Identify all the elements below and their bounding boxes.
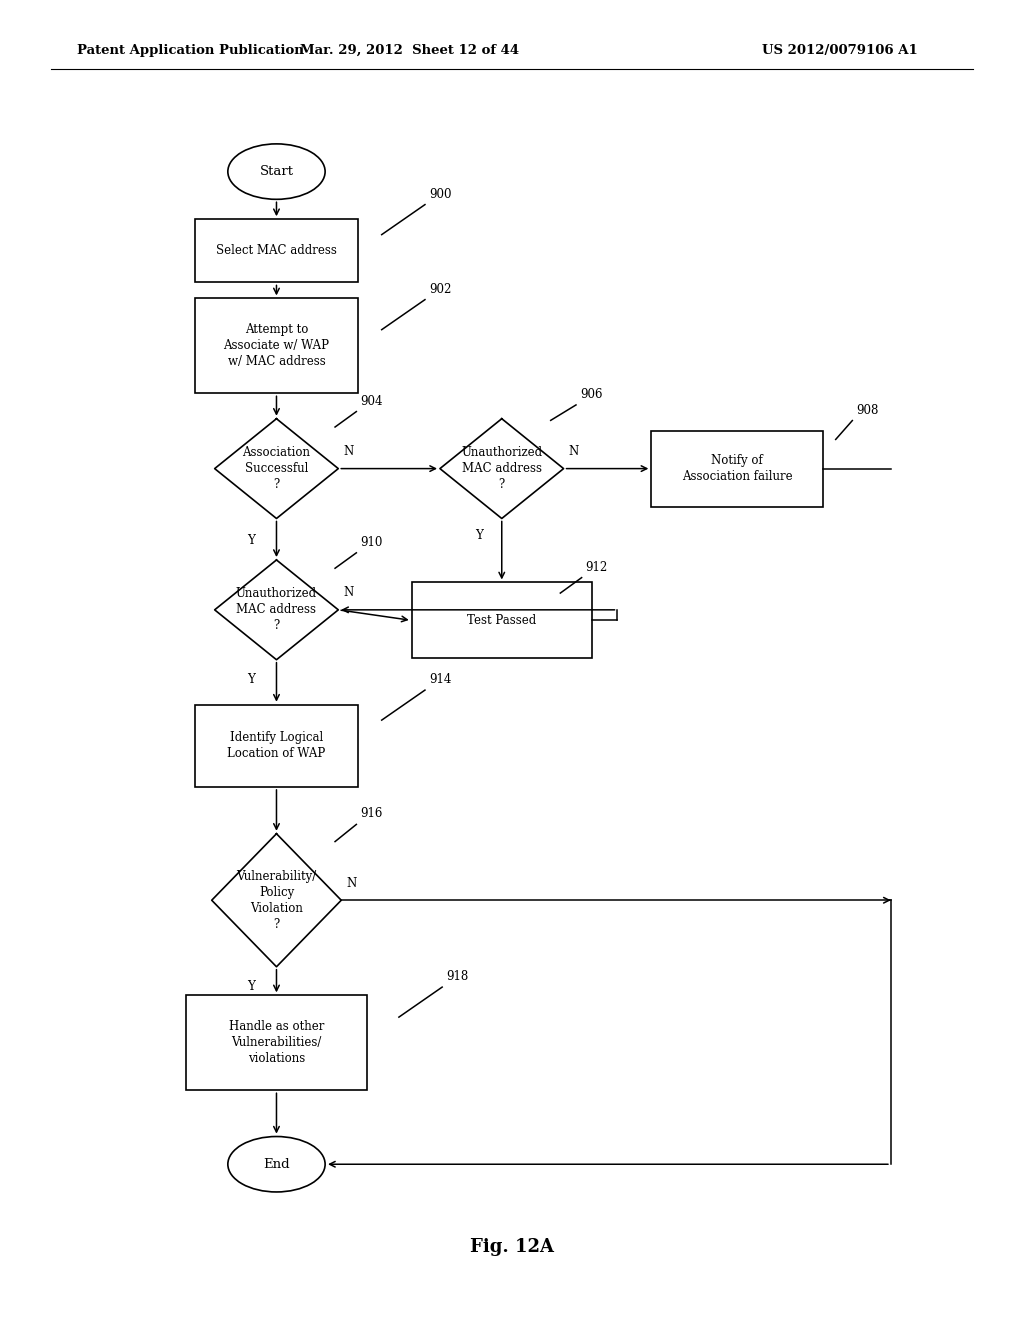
- Bar: [651, 430, 823, 507]
- Text: N: N: [346, 876, 356, 890]
- Text: Vulnerability/
Policy
Violation
?: Vulnerability/ Policy Violation ?: [237, 870, 316, 931]
- Bar: [195, 705, 358, 787]
- Text: 900: 900: [429, 187, 452, 201]
- Bar: [195, 298, 358, 393]
- Bar: [195, 219, 358, 282]
- Polygon shape: [215, 418, 338, 519]
- Text: 916: 916: [360, 808, 383, 821]
- Text: Y: Y: [247, 979, 255, 993]
- Text: Unauthorized
MAC address
?: Unauthorized MAC address ?: [236, 587, 317, 632]
- Text: Select MAC address: Select MAC address: [216, 244, 337, 257]
- Text: Fig. 12A: Fig. 12A: [470, 1238, 554, 1257]
- Text: Association
Successful
?: Association Successful ?: [243, 446, 310, 491]
- Text: US 2012/0079106 A1: US 2012/0079106 A1: [762, 44, 918, 57]
- Text: 914: 914: [429, 673, 452, 686]
- Text: 910: 910: [360, 536, 383, 549]
- Text: 908: 908: [856, 404, 879, 417]
- Text: 906: 906: [580, 388, 602, 401]
- Text: Patent Application Publication: Patent Application Publication: [77, 44, 303, 57]
- Bar: [186, 995, 367, 1090]
- Text: Test Passed: Test Passed: [467, 614, 537, 627]
- Text: 904: 904: [360, 395, 383, 408]
- Polygon shape: [215, 560, 338, 660]
- Text: Y: Y: [247, 673, 255, 686]
- Text: 902: 902: [429, 282, 452, 296]
- Ellipse shape: [228, 144, 326, 199]
- Text: Y: Y: [475, 529, 483, 543]
- Bar: [412, 582, 592, 659]
- Text: Mar. 29, 2012  Sheet 12 of 44: Mar. 29, 2012 Sheet 12 of 44: [300, 44, 519, 57]
- Text: Identify Logical
Location of WAP: Identify Logical Location of WAP: [227, 731, 326, 760]
- Polygon shape: [440, 418, 563, 519]
- Text: Start: Start: [259, 165, 294, 178]
- Text: N: N: [343, 586, 353, 599]
- Text: N: N: [343, 445, 353, 458]
- Ellipse shape: [228, 1137, 326, 1192]
- Text: Handle as other
Vulnerabilities/
violations: Handle as other Vulnerabilities/ violati…: [228, 1020, 325, 1065]
- Text: 912: 912: [586, 561, 608, 574]
- Text: 918: 918: [446, 970, 469, 983]
- Text: Notify of
Association failure: Notify of Association failure: [682, 454, 793, 483]
- Text: End: End: [263, 1158, 290, 1171]
- Text: Attempt to
Associate w/ WAP
w/ MAC address: Attempt to Associate w/ WAP w/ MAC addre…: [223, 323, 330, 368]
- Text: N: N: [568, 445, 579, 458]
- Text: Y: Y: [247, 535, 255, 548]
- Polygon shape: [212, 834, 341, 966]
- Text: Unauthorized
MAC address
?: Unauthorized MAC address ?: [461, 446, 543, 491]
